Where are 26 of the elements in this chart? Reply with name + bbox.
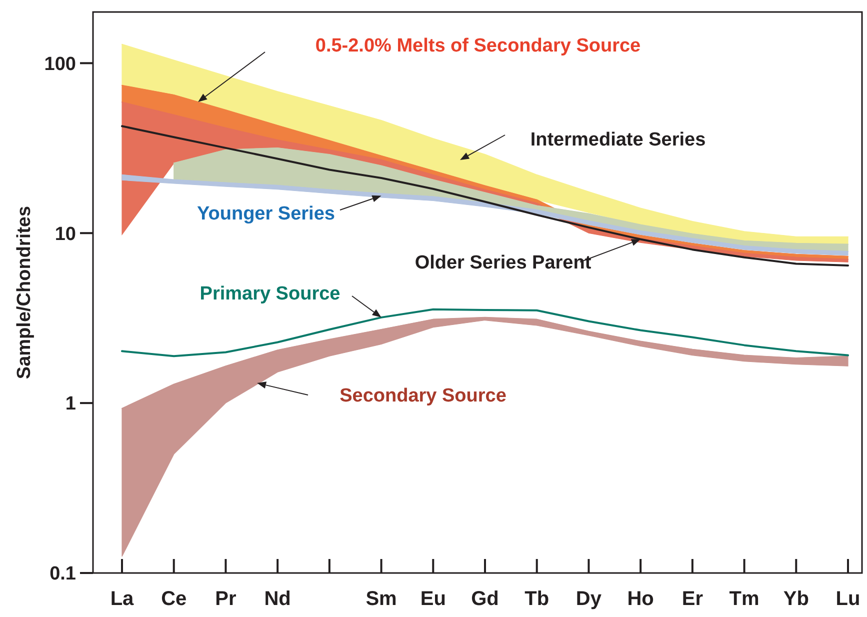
x-tick-label: Lu [836, 588, 860, 610]
x-tick-label: Tb [524, 588, 550, 610]
annotation: Secondary Source [340, 386, 506, 407]
x-tick-label: La [110, 588, 135, 610]
y-tick-label: 100 [44, 54, 76, 75]
annotation: Primary Source [200, 284, 340, 305]
annotation: Intermediate Series [530, 130, 706, 151]
x-tick-label: Eu [420, 588, 446, 610]
x-tick-label: Nd [264, 588, 291, 610]
annotation: 0.5-2.0% Melts of Secondary Source [315, 36, 641, 57]
line-series [121, 308, 849, 358]
x-tick-label: Tm [729, 588, 760, 610]
y-tick-label: 1 [65, 394, 76, 415]
y-tick-label: 0.1 [50, 564, 76, 585]
x-tick-label: Er [682, 588, 704, 610]
x-tick-label: Pr [215, 588, 236, 610]
x-tick-label: Gd [471, 588, 499, 610]
annotation: Younger Series [197, 204, 335, 225]
annotation: Older Series Parent [414, 252, 592, 274]
y-axis-title: Sample/Chondrites [14, 206, 35, 380]
x-tick-label: Ho [627, 588, 654, 610]
y-tick-label: 10 [54, 224, 76, 245]
x-tick-label: Ce [161, 588, 187, 610]
x-tick-label: Sm [366, 588, 397, 610]
x-tick-label: Yb [783, 588, 809, 610]
x-tick-label: Dy [576, 588, 602, 610]
